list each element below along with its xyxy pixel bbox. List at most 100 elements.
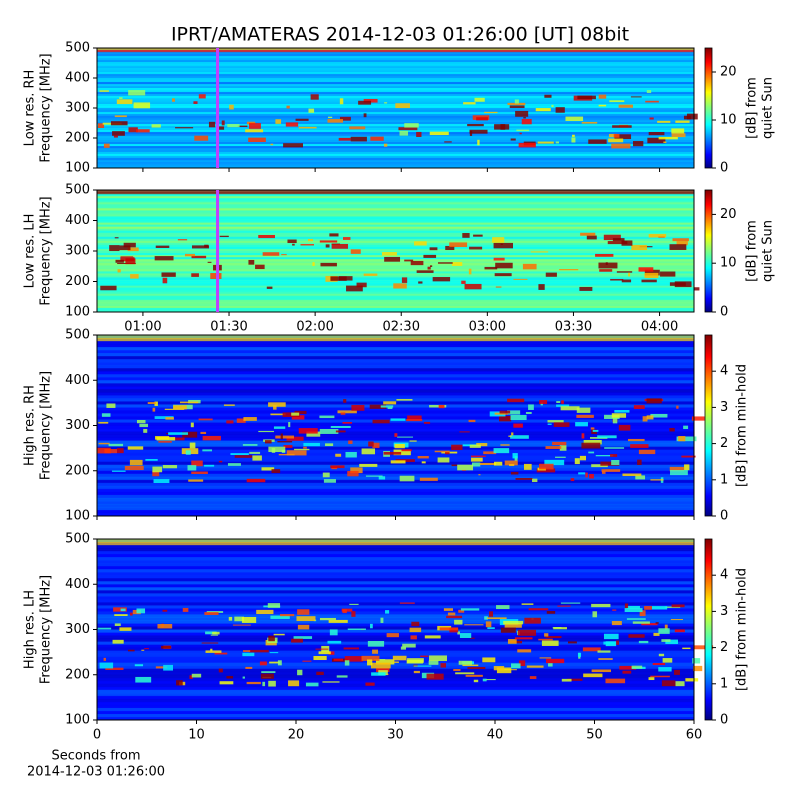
spectrogram-patch: [232, 624, 251, 626]
spectrogram-band: [97, 192, 694, 195]
colorbar-tick-label: 1: [720, 472, 728, 487]
spectrogram-patch: [496, 667, 512, 674]
spectrogram-band: [97, 122, 694, 125]
spectrogram-band: [97, 210, 694, 213]
colorbar: [704, 334, 713, 517]
spectrogram-patch: [467, 123, 484, 127]
spectrogram-band: [97, 66, 694, 69]
spectrogram-patch: [580, 232, 596, 236]
spectrogram-patch: [202, 449, 213, 452]
spectrogram-patch: [637, 459, 642, 466]
spectrogram-patch: [372, 442, 380, 448]
spectrogram-patch: [136, 129, 150, 133]
spectrogram-patch: [113, 607, 127, 612]
spectrogram-band: [97, 200, 694, 203]
spectrogram-patch: [597, 650, 611, 653]
spectrogram-patch: [421, 461, 426, 464]
y-tick-label: 400: [65, 71, 90, 86]
spectrogram-patch: [343, 647, 360, 650]
spectrogram-patch: [286, 105, 290, 109]
spectrogram-patch: [236, 418, 246, 423]
spectrogram-patch: [494, 412, 508, 415]
spectrogram-patch: [461, 280, 466, 284]
spectrogram-patch: [229, 104, 234, 110]
spectrogram-band: [97, 623, 694, 627]
spectrogram-patch: [509, 464, 515, 467]
colorbar-label: [dB] from min-hold: [735, 364, 750, 487]
spectrogram-band: [97, 551, 694, 555]
spectrogram-patch: [123, 242, 136, 248]
spectrogram-patch: [162, 609, 168, 612]
spectrogram-band: [97, 665, 694, 670]
spectrogram-patch: [106, 403, 116, 408]
spectrogram-patch: [626, 618, 646, 620]
spectrogram-patch: [287, 239, 297, 244]
spectrogram-patch: [523, 116, 526, 119]
spectrogram-patch: [130, 274, 139, 279]
y-axis-label: Low res. RH: [23, 70, 38, 147]
spectrogram-band: [97, 410, 694, 414]
spectrogram-patch: [556, 404, 570, 407]
spectrogram: [97, 190, 700, 313]
spectrogram-patch: [650, 413, 668, 418]
spectrogram-patch: [551, 104, 554, 108]
spectrogram-patch: [297, 624, 310, 630]
spectrogram-patch: [151, 124, 161, 128]
spectrogram-band: [97, 48, 694, 51]
spectrogram-patch: [614, 134, 632, 140]
spectrogram-patch: [588, 139, 607, 144]
y-tick-label: 300: [65, 244, 90, 259]
spectrogram-patch: [576, 414, 594, 418]
spectrogram-patch: [158, 441, 172, 443]
x-tick-label: 30: [387, 728, 404, 743]
spectrogram-patch: [532, 478, 538, 483]
spectrogram-patch: [329, 629, 338, 636]
spectrogram-patch: [230, 453, 249, 456]
spectrogram-patch: [438, 404, 445, 409]
spectrogram-band: [97, 108, 694, 111]
spectrogram-patch: [259, 661, 267, 666]
spectrogram-patch: [264, 440, 272, 444]
spectrogram-patch: [350, 136, 367, 142]
spectrogram-patch: [445, 245, 455, 251]
spectrogram-patch: [621, 240, 633, 246]
spectrogram-band: [97, 671, 694, 676]
spectrogram-patch: [399, 475, 415, 482]
spectrogram-patch: [298, 126, 317, 129]
spectrogram-patch: [500, 124, 506, 130]
spectrogram-band: [97, 164, 694, 167]
spectrogram-band: [97, 356, 694, 360]
spectrogram-patch: [111, 470, 126, 472]
spectrogram-patch: [464, 624, 484, 626]
spectrogram-patch: [453, 669, 461, 672]
spectrogram-patch: [249, 649, 269, 653]
spectrogram-patch: [119, 97, 123, 99]
spectrogram-patch: [200, 431, 207, 435]
spectrogram-patch: [627, 438, 645, 442]
spectrogram-patch: [445, 451, 450, 455]
spectrogram-patch: [641, 279, 657, 283]
spectrogram-band: [97, 273, 694, 276]
spectrogram-patch: [487, 627, 495, 629]
spectrogram-patch: [484, 111, 498, 114]
spectrogram-patch: [603, 641, 616, 645]
spectrogram-patch: [162, 465, 178, 469]
spectrogram-patch: [191, 255, 207, 259]
spectrogram-patch: [404, 123, 419, 128]
spectrogram-patch: [504, 622, 522, 628]
spectrogram-patch: [560, 602, 581, 604]
spectrogram-patch: [329, 233, 339, 237]
spectrogram-patch: [541, 640, 559, 646]
spectrogram-band: [97, 220, 694, 224]
spectrogram-band: [97, 140, 694, 143]
spectrogram-patch: [427, 266, 431, 270]
spectrogram-patch: [559, 269, 579, 271]
spectrogram-patch: [648, 131, 665, 136]
spectrogram-patch: [581, 433, 585, 439]
spectrogram-patch: [575, 422, 588, 427]
spectrogram-patch: [98, 442, 110, 445]
spectrogram-patch: [674, 669, 680, 675]
spectrogram-patch: [291, 412, 300, 416]
spectrogram-patch: [662, 658, 673, 663]
spectrogram-patch: [361, 448, 376, 455]
